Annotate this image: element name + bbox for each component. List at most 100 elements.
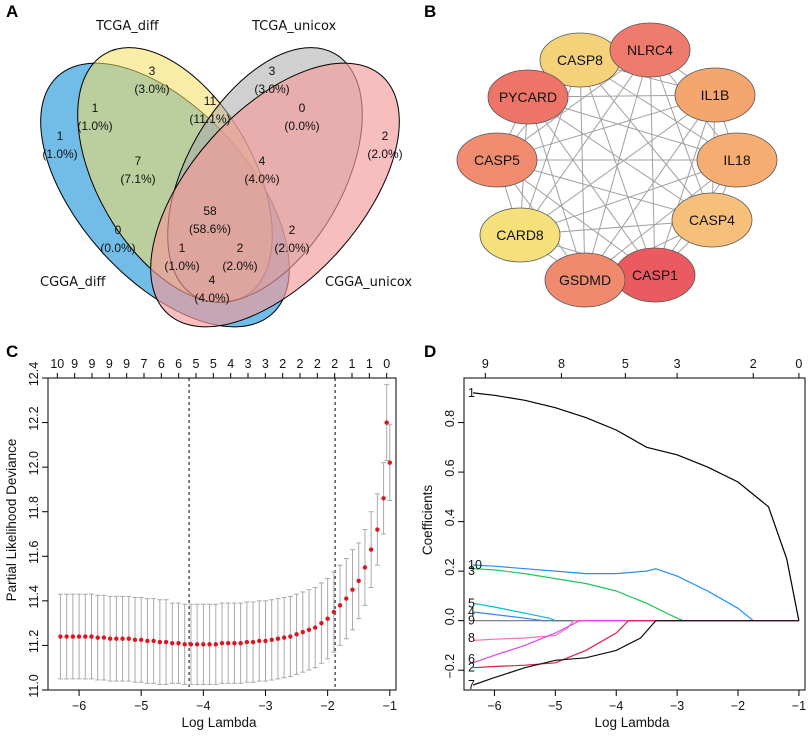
venn-pct: (0.0%): [284, 119, 319, 133]
data-point: [375, 527, 380, 532]
top-tick-label: 3: [674, 357, 681, 371]
y-axis-label: Partial Likelihood Deviance: [4, 439, 19, 602]
plot-frame: [47, 377, 397, 691]
venn-count: 1: [179, 241, 186, 255]
data-point: [201, 642, 206, 647]
top-tick-label: 9: [106, 357, 113, 371]
venn-diagram: TCGA_diff TCGA_unicox CGGA_diff CGGA_uni…: [40, 19, 412, 328]
data-point: [250, 639, 256, 645]
network-node-label: CASP8: [557, 52, 603, 68]
network-node: [544, 252, 626, 308]
y-tick-label: 12.4: [27, 362, 41, 386]
network-node: [456, 132, 538, 188]
network-node-label: GSDMD: [559, 272, 611, 288]
network-edge: [579, 59, 586, 281]
venn-count: 11: [204, 94, 217, 108]
top-tick-label: 2: [297, 357, 304, 371]
top-tick-label: 1: [366, 357, 373, 371]
panel-a: A TCGA_diff TCGA_unicox CGGA_diff CGGA_u…: [6, 2, 412, 328]
venn-pct: (1.0%): [77, 119, 112, 133]
x-axis-label: Log Lambda: [181, 715, 257, 730]
venn-count: 2: [382, 129, 389, 143]
data-point: [219, 641, 225, 646]
chart-coefficients: Coefficients Log Lambda −6 −5 −4 −3 −2 −1 −0.2…: [420, 357, 806, 730]
venn-count: 0: [299, 101, 306, 115]
x-tick-label: −3: [670, 699, 684, 713]
data-point: [232, 641, 237, 646]
top-tick-label: 3: [245, 357, 252, 371]
data-point: [120, 636, 125, 641]
venn-pct: (1.0%): [42, 147, 77, 161]
data-point: [294, 632, 299, 637]
data-point: [387, 460, 392, 465]
x-tick-label: −2: [731, 699, 745, 713]
series-label: 1: [468, 386, 475, 400]
venn-pct: (4.0%): [194, 291, 229, 305]
network-node: [487, 69, 569, 125]
top-tick-label: 2: [750, 357, 757, 371]
venn-set-cgga-unicox: [150, 62, 400, 328]
x-tick-label: −5: [548, 699, 562, 713]
venn-pct: (11.1%): [189, 112, 230, 126]
network-edge: [519, 159, 738, 236]
venn-count: 4: [259, 154, 266, 168]
plot-frame: [463, 377, 806, 691]
panel-b: B CASP8 NLRC4 IL1B IL18 CASP4 CASP1 GSDMD CARD8…: [424, 2, 778, 308]
x-tick-label: −4: [196, 699, 210, 713]
data-point: [101, 635, 107, 640]
data-point: [151, 638, 156, 644]
coef-path-10: [473, 564, 799, 622]
venn-pct: (3.0%): [254, 82, 289, 96]
data-point: [337, 603, 343, 608]
x-tick-label: −5: [134, 699, 148, 713]
y-tick-label: 11.0: [27, 674, 41, 697]
network-edge: [649, 49, 713, 221]
x-tick-label: −2: [321, 699, 335, 713]
venn-pct: (7.1%): [120, 172, 155, 186]
network-nodes: CASP8 NLRC4 IL1B IL18 CASP4 CASP1 GSDMD CARD8 CA…: [456, 22, 778, 308]
top-tick-label: 9: [71, 357, 78, 371]
data-point: [213, 642, 218, 647]
data-point: [325, 616, 330, 621]
data-point: [319, 620, 324, 626]
data-point: [194, 642, 200, 647]
data-point: [107, 636, 113, 641]
venn-pct: (58.6%): [189, 222, 231, 236]
data-point: [368, 547, 374, 552]
chart-cv-deviance: Partial Likelihood Deviance Log Lambda −…: [4, 357, 397, 730]
top-tick-label: 7: [141, 357, 148, 371]
network-edge: [579, 59, 713, 221]
data-point: [145, 638, 150, 644]
network-node-label: CASP4: [689, 212, 735, 228]
data-point: [58, 634, 63, 639]
x-tick-label: −1: [383, 699, 397, 713]
data-point: [132, 637, 138, 643]
top-tick-label: 2: [331, 357, 338, 371]
coef-path-7: [472, 620, 799, 686]
x-axis-label: Log Lambda: [594, 715, 670, 730]
top-tick-label: 6: [175, 357, 182, 371]
series-label: 8: [468, 631, 475, 645]
data-point: [306, 627, 312, 633]
series-label: 7: [468, 678, 475, 692]
coef-path-2: [473, 620, 799, 669]
data-point: [238, 641, 243, 646]
top-tick-label: 10: [50, 357, 64, 371]
network-node-label: IL1B: [701, 87, 730, 103]
series-label: 4: [468, 605, 475, 619]
data-point: [95, 635, 100, 640]
network-node: [609, 22, 691, 78]
series-label: 3: [468, 564, 475, 578]
network-edge: [519, 49, 651, 236]
data-point: [207, 642, 212, 647]
y-tick-label: 12.2: [27, 406, 41, 430]
top-tick-label: 5: [210, 357, 217, 371]
series-label: 10: [468, 558, 482, 572]
data-point: [157, 639, 163, 645]
top-tick-label: 9: [482, 357, 489, 371]
data-point: [182, 642, 187, 647]
data-point: [263, 638, 268, 644]
venn-count: 58: [203, 204, 217, 218]
y-axis-label: Coefficients: [420, 485, 435, 556]
data-point: [170, 641, 175, 646]
